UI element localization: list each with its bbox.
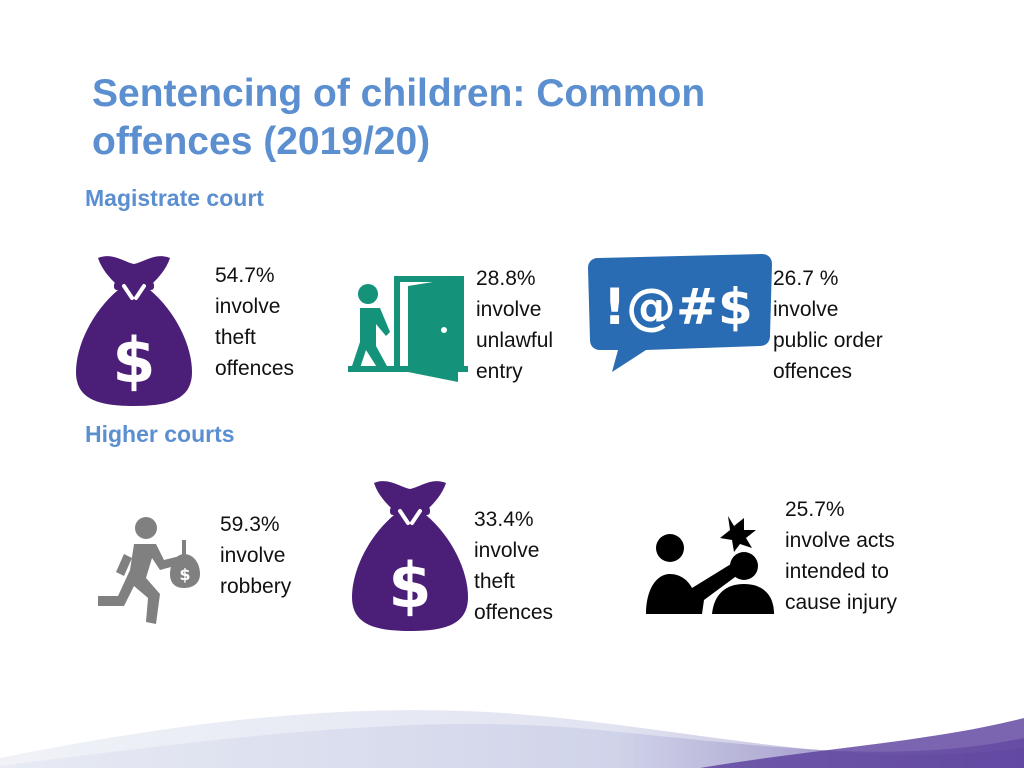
stat-unlawful-entry: 28.8% involve unlawful entry [476, 263, 553, 387]
stat-line: involve [215, 295, 281, 318]
money-bag-icon: $ [76, 256, 192, 406]
svg-text:$: $ [179, 565, 190, 584]
title-line-2: offences (2019/20) [92, 120, 431, 163]
assault-icon [646, 516, 774, 614]
stat-line: involve [476, 298, 542, 321]
stat-theft-higher: 33.4% involve theft offences [474, 504, 553, 628]
stat-line: theft [474, 570, 515, 593]
stat-line: involve [220, 544, 286, 567]
stat-percent: 25.7% [785, 498, 845, 521]
stat-public-order: 26.7 % involve public order offences [773, 263, 883, 387]
section-label-higher: Higher courts [85, 421, 235, 447]
robber-running-icon: $ [98, 517, 200, 624]
svg-text:$: $ [388, 549, 431, 622]
stat-theft-magistrate: 54.7% involve theft offences [215, 260, 294, 384]
stat-percent: 33.4% [474, 508, 534, 531]
money-bag-icon: $ [352, 481, 468, 631]
stat-line: offences [474, 601, 554, 624]
stat-line: unlawful [476, 329, 554, 352]
svg-text:$: $ [112, 324, 155, 397]
stat-line: robbery [220, 575, 292, 598]
profanity-speech-bubble-icon: !@#$ [588, 254, 772, 372]
stat-line: cause injury [785, 591, 898, 614]
title-line-1: Sentencing of children: Common [92, 72, 706, 115]
section-label-magistrate: Magistrate court [85, 185, 264, 211]
decorative-waves [0, 710, 1024, 768]
stat-line: offences [215, 357, 295, 380]
stat-line: intended to [785, 560, 889, 583]
stat-robbery: 59.3% involve robbery [220, 509, 291, 602]
stat-injury: 25.7% involve acts intended to cause inj… [785, 494, 897, 618]
stat-percent: 26.7 % [773, 267, 839, 290]
stat-line: entry [476, 360, 523, 383]
stat-line: involve acts [785, 529, 895, 552]
stat-line: involve [474, 539, 540, 562]
stat-line: offences [773, 360, 853, 383]
stat-line: public order [773, 329, 883, 352]
stat-line: theft [215, 326, 256, 349]
stat-percent: 59.3% [220, 513, 280, 536]
stat-percent: 28.8% [476, 267, 536, 290]
bubble-text: !@#$ [603, 278, 753, 336]
stat-percent: 54.7% [215, 264, 275, 287]
slide-title: Sentencing of children: Common offences … [92, 70, 852, 166]
unlawful-entry-icon [348, 276, 468, 382]
stat-line: involve [773, 298, 839, 321]
